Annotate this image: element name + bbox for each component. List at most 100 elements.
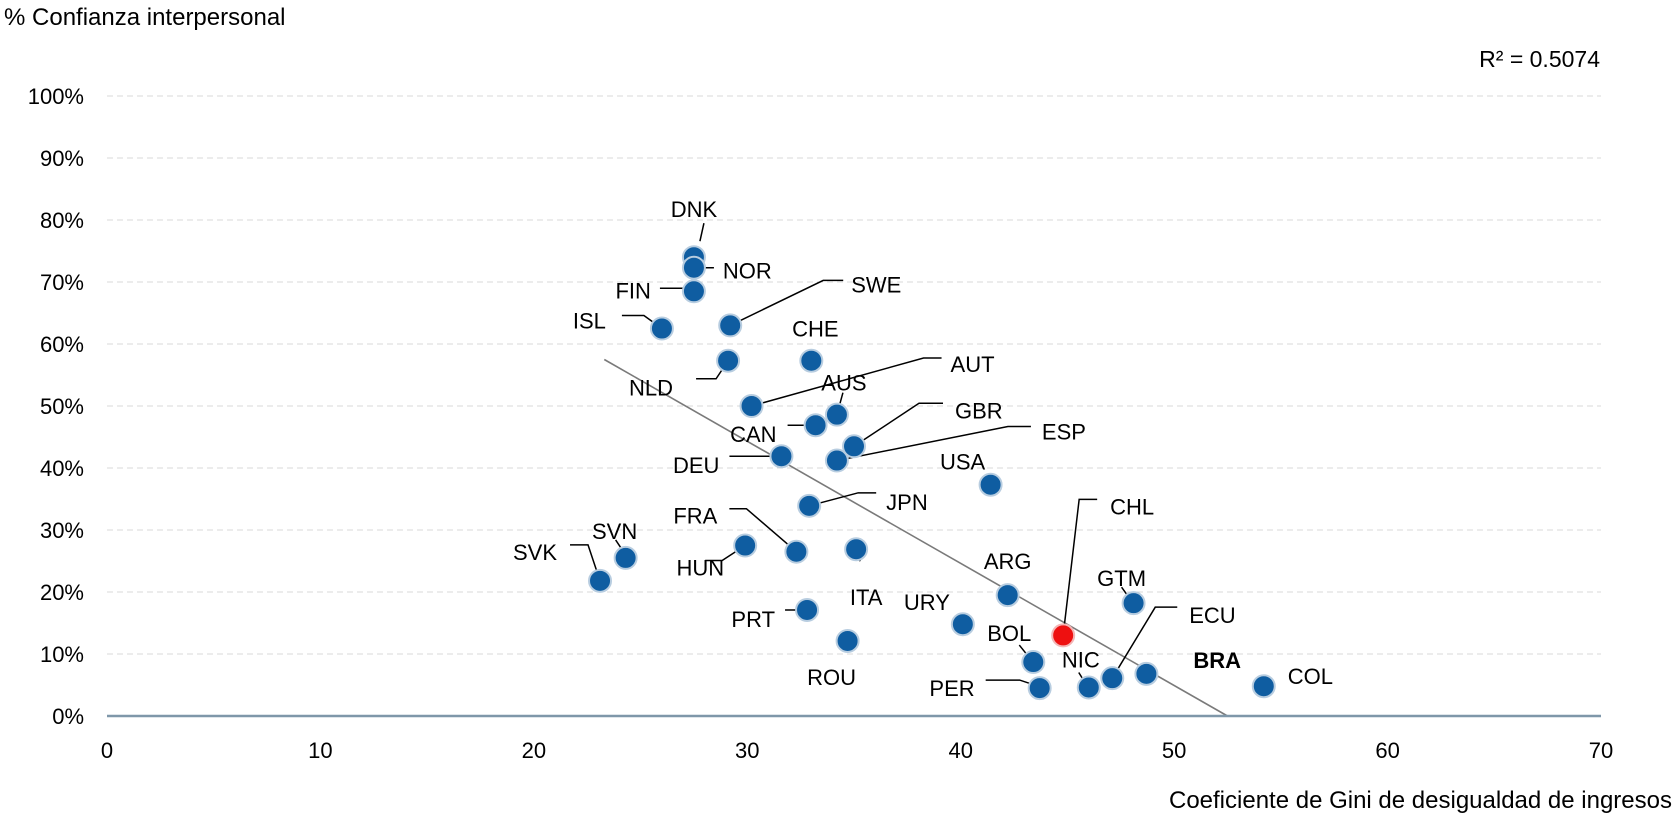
y-tick-label: 100%	[28, 84, 84, 109]
point-fin	[681, 279, 706, 304]
grid-lines	[107, 95, 1601, 655]
point-per	[1027, 676, 1052, 701]
point-can	[803, 413, 828, 438]
point-label-che: CHE	[792, 317, 838, 342]
point-nor	[681, 255, 706, 280]
point-bol	[1021, 650, 1046, 675]
y-tick-label: 10%	[40, 642, 84, 667]
leader-line-jpn	[808, 492, 877, 507]
point-label-nld: NLD	[629, 376, 673, 401]
y-tick-label: 20%	[40, 580, 84, 605]
point-aut	[739, 394, 764, 418]
point-label-deu: DEU	[673, 453, 719, 478]
point-label-svn: SVN	[592, 519, 637, 544]
point-ita	[844, 537, 869, 562]
point-label-nor: NOR	[723, 259, 772, 284]
x-tick-label: 60	[1375, 738, 1399, 763]
point-prt	[795, 597, 820, 622]
y-tick-label: 40%	[40, 456, 84, 481]
x-tick-labels: 0 10 20 30 40 50 60 70	[101, 738, 1613, 763]
leader-line-aut	[751, 357, 942, 407]
x-tick-label: 70	[1589, 738, 1613, 763]
point-col	[1251, 674, 1276, 699]
point-label-aus: AUS	[821, 371, 866, 396]
leader-line-fra	[729, 507, 797, 553]
point-gbr	[842, 434, 866, 459]
point-swe	[718, 313, 743, 338]
point-label-can: CAN	[730, 422, 776, 447]
point-chl	[1051, 623, 1076, 648]
point-label-col: COL	[1288, 664, 1333, 689]
point-label-ury: URY	[904, 590, 950, 615]
point-label-bol: BOL	[987, 621, 1031, 646]
trend-line	[603, 358, 1228, 717]
point-label-dnk: DNK	[671, 197, 718, 222]
point-ury	[950, 612, 975, 637]
point-esp	[824, 448, 849, 473]
point-label-svk: SVK	[513, 540, 557, 565]
point-isl	[649, 316, 674, 341]
leader-line-ecu	[1111, 606, 1178, 679]
point-label-ecu: ECU	[1189, 603, 1235, 628]
point-hun	[733, 533, 758, 558]
point-deu	[769, 444, 794, 469]
y-tick-label: 80%	[40, 208, 84, 233]
point-svn	[613, 545, 638, 570]
y-tick-label: 60%	[40, 332, 84, 357]
point-che	[799, 348, 824, 373]
x-tick-label: 40	[948, 738, 972, 763]
point-label-fin: FIN	[615, 278, 650, 303]
leader-line-swe	[729, 279, 844, 327]
y-tick-label: 50%	[40, 394, 84, 419]
point-ecu	[1100, 666, 1125, 691]
point-label-bra: BRA	[1193, 648, 1241, 673]
point-label-aut: AUT	[951, 352, 995, 377]
x-tick-label: 20	[522, 738, 546, 763]
point-label-swe: SWE	[851, 272, 901, 297]
point-label-usa: USA	[940, 450, 986, 475]
point-arg	[995, 583, 1020, 608]
x-tick-label: 10	[308, 738, 332, 763]
point-label-gtm: GTM	[1097, 566, 1146, 591]
x-tick-label: 30	[735, 738, 759, 763]
point-label-isl: ISL	[573, 309, 606, 334]
y-axis-title: % Confianza interpersonal	[4, 4, 286, 31]
y-tick-label: 30%	[40, 518, 84, 543]
point-nld	[716, 348, 741, 373]
point-label-per: PER	[929, 676, 974, 701]
leader-line-svk	[570, 544, 599, 576]
x-tick-label: 0	[101, 738, 113, 763]
leader-line-gbr	[853, 402, 943, 447]
x-axis-title: Coeficiente de Gini de desigualdad de in…	[1168, 787, 1672, 814]
point-labels: DNK NOR FIN ISL SWE NLD CHE AUT AUS CAN GBR ESP DEU U…	[513, 197, 1333, 701]
point-usa	[978, 472, 1003, 497]
y-tick-label: 90%	[40, 146, 84, 171]
point-rou	[835, 628, 860, 653]
point-gtm	[1121, 591, 1146, 616]
point-jpn	[797, 493, 822, 518]
point-bra	[1134, 661, 1159, 686]
r-squared-label: R² = 0.5074	[1479, 46, 1600, 72]
point-label-jpn: JPN	[886, 490, 928, 515]
leader-line-chl	[1062, 498, 1098, 636]
y-tick-label: 0%	[52, 704, 84, 729]
point-label-gbr: GBR	[955, 398, 1003, 423]
point-svk	[588, 568, 613, 593]
point-label-nic: NIC	[1062, 647, 1100, 672]
y-tick-labels: 0% 10% 20% 30% 40% 50% 60% 70% 80% 90% 100%	[28, 84, 84, 729]
x-tick-label: 50	[1162, 738, 1186, 763]
data-points	[588, 245, 1276, 701]
point-nic	[1076, 675, 1101, 700]
point-label-prt: PRT	[731, 607, 775, 632]
leader-line-dnk	[699, 223, 705, 242]
point-label-ita: ITA	[850, 585, 883, 610]
leader-line-esp	[836, 425, 1031, 462]
trend-line-group	[603, 358, 1228, 717]
point-label-hun: HUN	[676, 556, 724, 581]
point-label-rou: ROU	[807, 665, 856, 690]
y-tick-label: 70%	[40, 270, 84, 295]
point-label-arg: ARG	[984, 549, 1032, 574]
point-label-esp: ESP	[1042, 420, 1086, 445]
point-aus	[824, 402, 849, 427]
